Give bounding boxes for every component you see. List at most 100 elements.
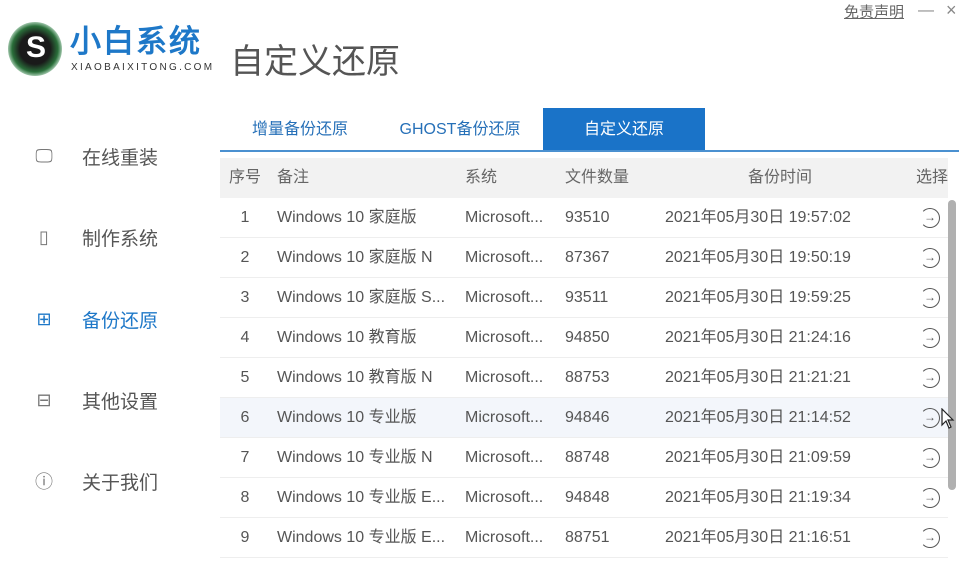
row-system: Microsoft... [465,329,544,346]
toolbox-icon: ⊟ [36,389,52,410]
logo: S [8,22,62,76]
tab-ghost-restore[interactable]: GHOST备份还原 [399,121,521,138]
row-backup-time: 2021年05月30日 21:14:52 [665,409,851,426]
row-note: Windows 10 专业版 E... [277,529,446,546]
row-system: Microsoft... [465,449,544,466]
restore-select-icon[interactable]: → [920,288,940,308]
table-row[interactable]: 6 Windows 10 专业版 Microsoft... 94846 2021年05月… [220,398,948,438]
table-row[interactable]: 4 Windows 10 教育版 Microsoft... 94850 2021年05月… [220,318,948,358]
row-index: 9 [240,529,250,546]
row-backup-time: 2021年05月30日 21:09:59 [665,449,851,466]
row-note: Windows 10 家庭版 [277,209,417,226]
row-index: 3 [240,289,250,306]
row-index: 8 [240,489,250,506]
row-backup-time: 2021年05月30日 19:50:19 [665,249,851,266]
row-backup-time: 2021年05月30日 21:19:34 [665,489,851,506]
row-system: Microsoft... [465,369,544,386]
row-file-count: 94846 [565,409,610,426]
row-note: Windows 10 家庭版 S... [277,289,446,306]
table-row[interactable]: 8 Windows 10 专业版 E... Microsoft... 94848 202… [220,478,948,518]
row-index: 7 [240,449,250,466]
row-index: 1 [240,209,250,226]
header-file-count: 文件数量 [565,169,630,186]
logo-mark: S [26,31,47,64]
row-file-count: 88753 [565,369,610,386]
backup-icon: ⊞ [36,308,52,329]
table-row[interactable]: 3 Windows 10 家庭版 S... Microsoft... 93511 202… [220,278,948,318]
row-file-count: 94848 [565,489,610,506]
header-index: 序号 [228,169,261,186]
sidebar-item-other-settings[interactable]: ⊟ 其他设置 [32,380,158,420]
row-file-count: 87367 [565,249,610,266]
header-system: 系统 [465,169,498,186]
table-row[interactable]: 9 Windows 10 专业版 E... Microsoft... 88751 202… [220,518,948,558]
table-row[interactable]: 2 Windows 10 家庭版 N Microsoft... 87367 2021年0… [220,238,948,278]
mouse-cursor-icon [941,408,955,429]
table-row[interactable]: 1 Windows 10 家庭版 Microsoft... 93510 2021年05月… [220,198,948,238]
sidebar-item-label: 其他设置 [82,391,159,413]
row-note: Windows 10 专业版 N [277,449,433,466]
row-backup-time: 2021年05月30日 21:21:21 [665,369,851,386]
sidebar-item-label: 在线重装 [82,147,159,169]
restore-select-icon[interactable]: → [920,208,940,228]
minimize-button[interactable]: — [918,2,934,19]
monitor-icon: 🖵 [35,145,53,166]
usb-icon: ▯ [39,226,49,247]
page-title: 自定义还原 [230,43,400,81]
restore-select-icon[interactable]: → [920,488,940,508]
row-backup-time: 2021年05月30日 19:59:25 [665,289,851,306]
restore-select-icon[interactable]: → [920,328,940,348]
brand-name: 小白系统 [70,24,202,59]
row-system: Microsoft... [465,249,544,266]
sidebar-item-make-system[interactable]: ▯ 制作系统 [32,217,158,257]
row-system: Microsoft... [465,489,544,506]
row-system: Microsoft... [465,289,544,306]
sidebar-item-label: 制作系统 [82,228,159,250]
row-file-count: 93510 [565,209,610,226]
header-backup-time: 备份时间 [748,169,813,186]
tab-custom-restore[interactable]: 自定义还原 [543,108,705,150]
row-index: 6 [240,409,250,426]
row-file-count: 88748 [565,449,610,466]
row-index: 4 [240,329,250,346]
row-file-count: 93511 [565,289,609,306]
sidebar-item-online-reinstall[interactable]: 🖵 在线重装 [32,136,158,176]
close-button[interactable]: × [946,0,957,20]
row-file-count: 88751 [565,529,610,546]
row-note: Windows 10 教育版 N [277,369,433,386]
restore-select-icon[interactable]: → [920,408,940,428]
row-index: 2 [240,249,250,266]
table-header: 序号 备注 系统 文件数量 备份时间 选择 [220,158,948,198]
restore-select-icon[interactable]: → [920,448,940,468]
row-backup-time: 2021年05月30日 19:57:02 [665,209,851,226]
backup-table: 序号 备注 系统 文件数量 备份时间 选择 1 Windows 10 家庭版 Mic… [220,158,948,558]
header-select: 选择 [916,169,949,186]
row-index: 5 [240,369,250,386]
row-system: Microsoft... [465,409,544,426]
restore-select-icon[interactable]: → [920,368,940,388]
row-note: Windows 10 家庭版 N [277,249,433,266]
tab-bar: 增量备份还原 GHOST备份还原 自定义还原 [220,108,959,152]
row-file-count: 94850 [565,329,610,346]
table-row[interactable]: 7 Windows 10 专业版 N Microsoft... 88748 2021年0… [220,438,948,478]
disclaimer-link[interactable]: 免责声明 [844,4,905,21]
row-note: Windows 10 专业版 E... [277,489,446,506]
sidebar-item-label: 关于我们 [82,472,159,494]
scrollbar[interactable] [948,200,956,490]
row-note: Windows 10 教育版 [277,329,417,346]
restore-select-icon[interactable]: → [920,248,940,268]
row-backup-time: 2021年05月30日 21:24:16 [665,329,851,346]
sidebar-item-backup-restore[interactable]: ⊞ 备份还原 [32,299,158,339]
info-icon: ⓘ [35,472,53,492]
row-system: Microsoft... [465,529,544,546]
row-note: Windows 10 专业版 [277,409,417,426]
sidebar-item-label: 备份还原 [82,310,159,332]
sidebar-item-about-us[interactable]: ⓘ 关于我们 [32,461,158,501]
row-system: Microsoft... [465,209,544,226]
header-note: 备注 [277,169,310,186]
tab-incremental-restore[interactable]: 增量备份还原 [251,121,348,138]
row-backup-time: 2021年05月30日 21:16:51 [665,529,851,546]
restore-select-icon[interactable]: → [920,528,940,548]
table-row[interactable]: 5 Windows 10 教育版 N Microsoft... 88753 2021年0… [220,358,948,398]
brand-url: XIAOBAIXITONG.COM [71,62,215,73]
